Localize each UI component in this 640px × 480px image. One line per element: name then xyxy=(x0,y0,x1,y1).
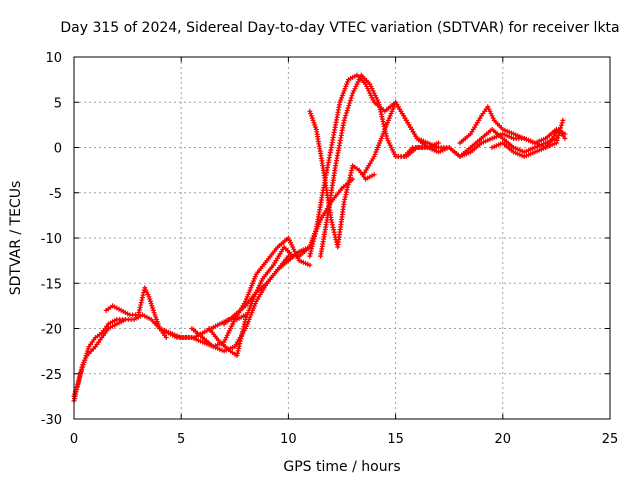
data-point-marker xyxy=(555,135,561,141)
data-point-marker xyxy=(350,176,356,182)
data-point-marker xyxy=(556,132,562,138)
y-tick-label: -5 xyxy=(49,187,62,202)
y-tick-label: 5 xyxy=(54,96,62,111)
chart-title: Day 315 of 2024, Sidereal Day-to-day VTE… xyxy=(60,20,619,36)
data-point-marker xyxy=(347,100,353,106)
x-tick-label: 25 xyxy=(602,432,619,447)
data-point-marker xyxy=(347,98,353,104)
y-tick-label: -20 xyxy=(41,323,62,338)
data-point-marker xyxy=(348,95,354,101)
data-point-marker xyxy=(562,135,568,141)
data-point-marker xyxy=(76,379,82,385)
data-point-marker xyxy=(74,386,80,392)
x-tick-label: 20 xyxy=(495,432,512,447)
grid-lines xyxy=(74,57,610,419)
data-point-marker xyxy=(558,122,564,128)
data-point-marker xyxy=(163,335,169,341)
series-trace-5 xyxy=(189,235,313,350)
data-point-marker xyxy=(349,93,355,99)
x-tick-label: 10 xyxy=(280,432,297,447)
data-point-marker xyxy=(122,316,128,322)
x-tick-label: 5 xyxy=(177,432,185,447)
data-point-marker xyxy=(560,117,566,123)
y-tick-label: 10 xyxy=(45,51,62,66)
y-tick-label: -30 xyxy=(41,413,62,428)
y-tick-label: -15 xyxy=(41,277,62,292)
data-point-marker xyxy=(371,172,377,178)
data-point-marker xyxy=(553,140,559,146)
data-point-marker xyxy=(559,120,565,126)
series-group xyxy=(71,72,568,404)
data-point-marker xyxy=(344,107,350,113)
x-tick-labels: 0 5 10 15 20 25 xyxy=(70,57,618,447)
data-point-marker xyxy=(341,117,347,123)
data-point-marker xyxy=(76,376,82,382)
data-point-marker xyxy=(346,103,352,109)
data-point-marker xyxy=(307,262,313,268)
series-trace-11 xyxy=(360,99,463,178)
data-point-marker xyxy=(343,112,349,118)
data-point-marker xyxy=(77,373,83,379)
data-point-marker xyxy=(342,115,348,121)
data-point-marker xyxy=(75,381,81,387)
data-point-marker xyxy=(74,384,80,390)
y-tick-label: -25 xyxy=(41,368,62,383)
data-point-marker xyxy=(345,105,351,111)
series-trace-10 xyxy=(307,108,377,250)
data-point-marker xyxy=(554,137,560,143)
series-trace-3 xyxy=(103,285,169,341)
data-point-marker xyxy=(343,110,349,116)
x-tick-label: 0 xyxy=(70,432,78,447)
y-tick-label: -10 xyxy=(41,232,62,247)
y-tick-labels: -30 -25 -20 -15 -10 -5 0 5 10 xyxy=(41,51,610,428)
y-tick-label: 0 xyxy=(54,142,62,157)
y-axis-label: SDTVAR / TECUs xyxy=(8,181,24,296)
x-tick-label: 15 xyxy=(387,432,404,447)
x-axis-label: GPS time / hours xyxy=(283,459,400,475)
data-point-marker xyxy=(435,140,441,146)
series-trace-15 xyxy=(489,126,568,160)
series-trace-2 xyxy=(71,316,128,404)
series-trace-14 xyxy=(457,104,566,150)
